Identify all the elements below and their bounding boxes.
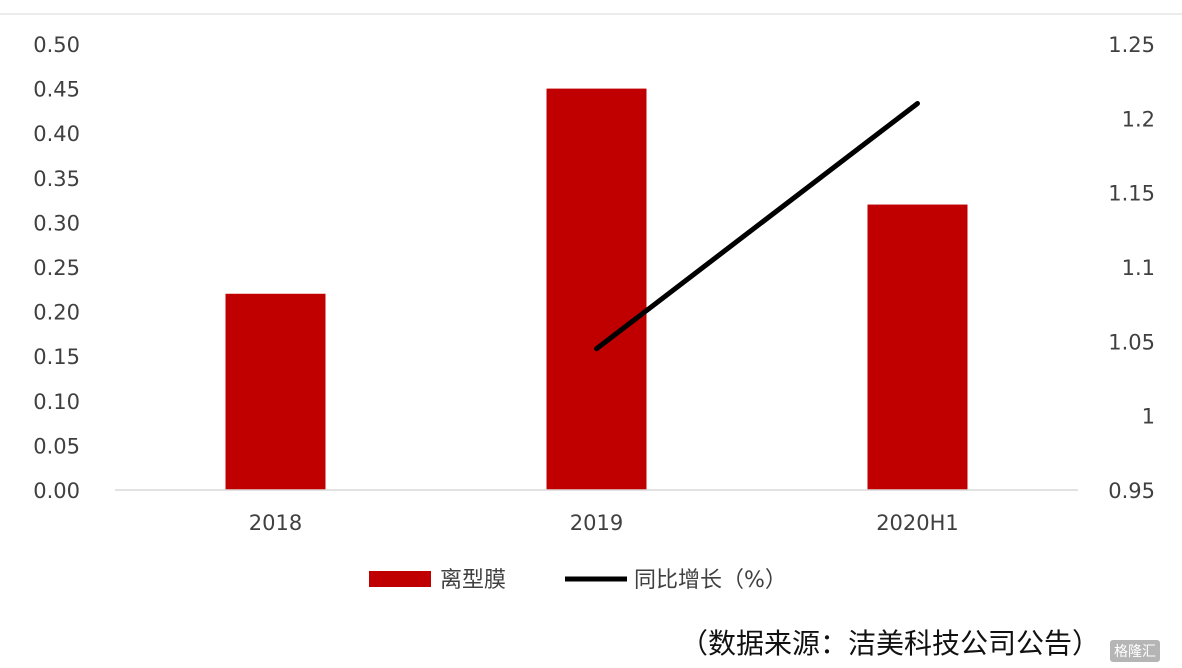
right-tick-label: 1: [1142, 405, 1155, 429]
right-tick-label: 1.05: [1108, 330, 1155, 354]
right-axis-ticks: 0.95 1 1.05 1.1 1.15 1.2 1.25: [1108, 33, 1155, 503]
left-tick-label: 0.35: [33, 167, 80, 191]
right-tick-label: 1.15: [1108, 182, 1155, 206]
source-note: （数据来源：洁美科技公司公告）: [680, 627, 1101, 660]
left-tick-label: 0.20: [33, 301, 80, 325]
right-tick-label: 1.2: [1122, 107, 1155, 131]
left-tick-label: 0.45: [33, 78, 80, 102]
category-label: 2020H1: [876, 511, 959, 535]
left-axis-ticks: 0.00 0.05 0.10 0.15 0.20 0.25 0.30 0.35 0.40 0.45…: [33, 33, 80, 503]
legend-label-bar: 离型膜: [440, 568, 506, 593]
line-layer: [594, 100, 920, 352]
legend-swatch-bar: [369, 571, 431, 587]
left-tick-label: 0.05: [33, 434, 80, 458]
right-tick-label: 0.95: [1108, 479, 1155, 503]
right-tick-label: 1.25: [1108, 33, 1155, 57]
left-tick-label: 0.30: [33, 211, 80, 235]
growth-line: [594, 100, 920, 352]
bar-2020H1: [867, 204, 968, 490]
left-tick-label: 0.15: [33, 345, 80, 369]
left-tick-label: 0.10: [33, 390, 80, 414]
right-tick-label: 1.1: [1122, 256, 1155, 280]
bars-layer: [225, 88, 968, 490]
left-tick-label: 0.40: [33, 122, 80, 146]
legend: 离型膜 同比增长（%）: [369, 568, 787, 593]
left-tick-label: 0.25: [33, 256, 80, 280]
category-label: 2018: [249, 511, 302, 535]
legend-label-line: 同比增长（%）: [634, 568, 787, 593]
bar-2018: [225, 293, 326, 490]
bar-2019: [546, 88, 647, 490]
left-tick-label: 0.50: [33, 33, 80, 57]
watermark: 格隆汇: [1110, 640, 1160, 662]
category-label: 2019: [570, 511, 623, 535]
left-tick-label: 0.00: [33, 479, 80, 503]
category-labels: 2018 2019 2020H1: [249, 511, 959, 535]
